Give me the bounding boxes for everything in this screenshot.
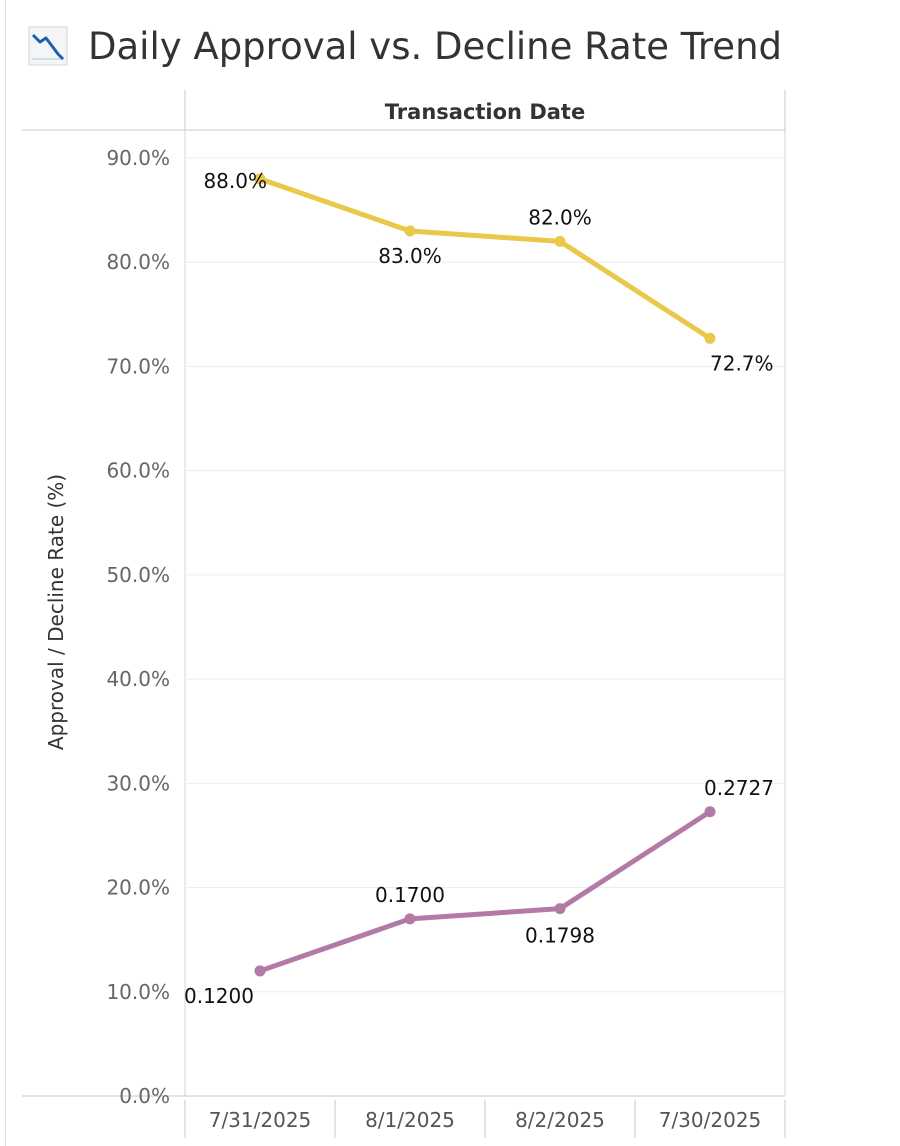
data-label: 0.1200	[184, 984, 254, 1008]
y-tick-label: 80.0%	[106, 250, 170, 274]
data-point	[404, 225, 416, 237]
data-label: 0.2727	[704, 776, 774, 800]
series-line-1	[257, 809, 713, 974]
x-axis-ticks: 7/31/2025 8/1/2025 8/2/2025 7/30/2025	[209, 1108, 762, 1132]
x-tick-label: 8/2/2025	[515, 1108, 605, 1132]
data-point	[704, 332, 716, 344]
x-tick-label: 8/1/2025	[365, 1108, 455, 1132]
chart-frame	[22, 90, 786, 1138]
y-tick-label: 30.0%	[106, 771, 170, 795]
data-labels: 88.0% 83.0% 82.0% 72.7% 0.1200 0.1700 0.1798 0.…	[184, 169, 774, 1008]
data-point	[254, 965, 266, 977]
title-row: Daily Approval vs. Decline Rate Trend	[28, 18, 782, 74]
data-point	[404, 913, 416, 925]
y-tick-label: 60.0%	[106, 459, 170, 483]
y-tick-label: 70.0%	[106, 354, 170, 378]
data-point	[704, 806, 716, 818]
chart-title: Daily Approval vs. Decline Rate Trend	[88, 24, 783, 68]
data-label: 88.0%	[203, 169, 267, 193]
data-label: 82.0%	[528, 205, 592, 229]
y-tick-label: 0.0%	[119, 1084, 170, 1108]
y-axis-ticks: 0.0% 10.0% 20.0% 30.0% 40.0% 50.0% 60.0% 70.0% 8…	[106, 146, 170, 1108]
data-label: 0.1700	[375, 883, 445, 907]
y-tick-label: 20.0%	[106, 876, 170, 900]
y-tick-label: 90.0%	[106, 146, 170, 170]
gridlines	[185, 157, 785, 993]
x-tick-label: 7/31/2025	[209, 1108, 312, 1132]
y-tick-label: 10.0%	[106, 980, 170, 1004]
y-tick-label: 40.0%	[106, 667, 170, 691]
data-label: 83.0%	[378, 244, 442, 268]
data-label: 0.1798	[525, 924, 595, 948]
data-label: 72.7%	[710, 351, 774, 375]
data-point	[554, 235, 566, 247]
x-tick-label: 7/30/2025	[659, 1108, 762, 1132]
series-group	[254, 173, 716, 977]
left-border	[5, 0, 6, 1146]
data-point	[554, 903, 566, 915]
line-chart-icon	[28, 26, 68, 66]
data-point	[254, 173, 266, 185]
y-axis-title: Approval / Decline Rate (%)	[44, 474, 68, 750]
series-line-0	[257, 176, 713, 341]
column-header: Transaction Date	[385, 100, 585, 124]
y-tick-label: 50.0%	[106, 563, 170, 587]
